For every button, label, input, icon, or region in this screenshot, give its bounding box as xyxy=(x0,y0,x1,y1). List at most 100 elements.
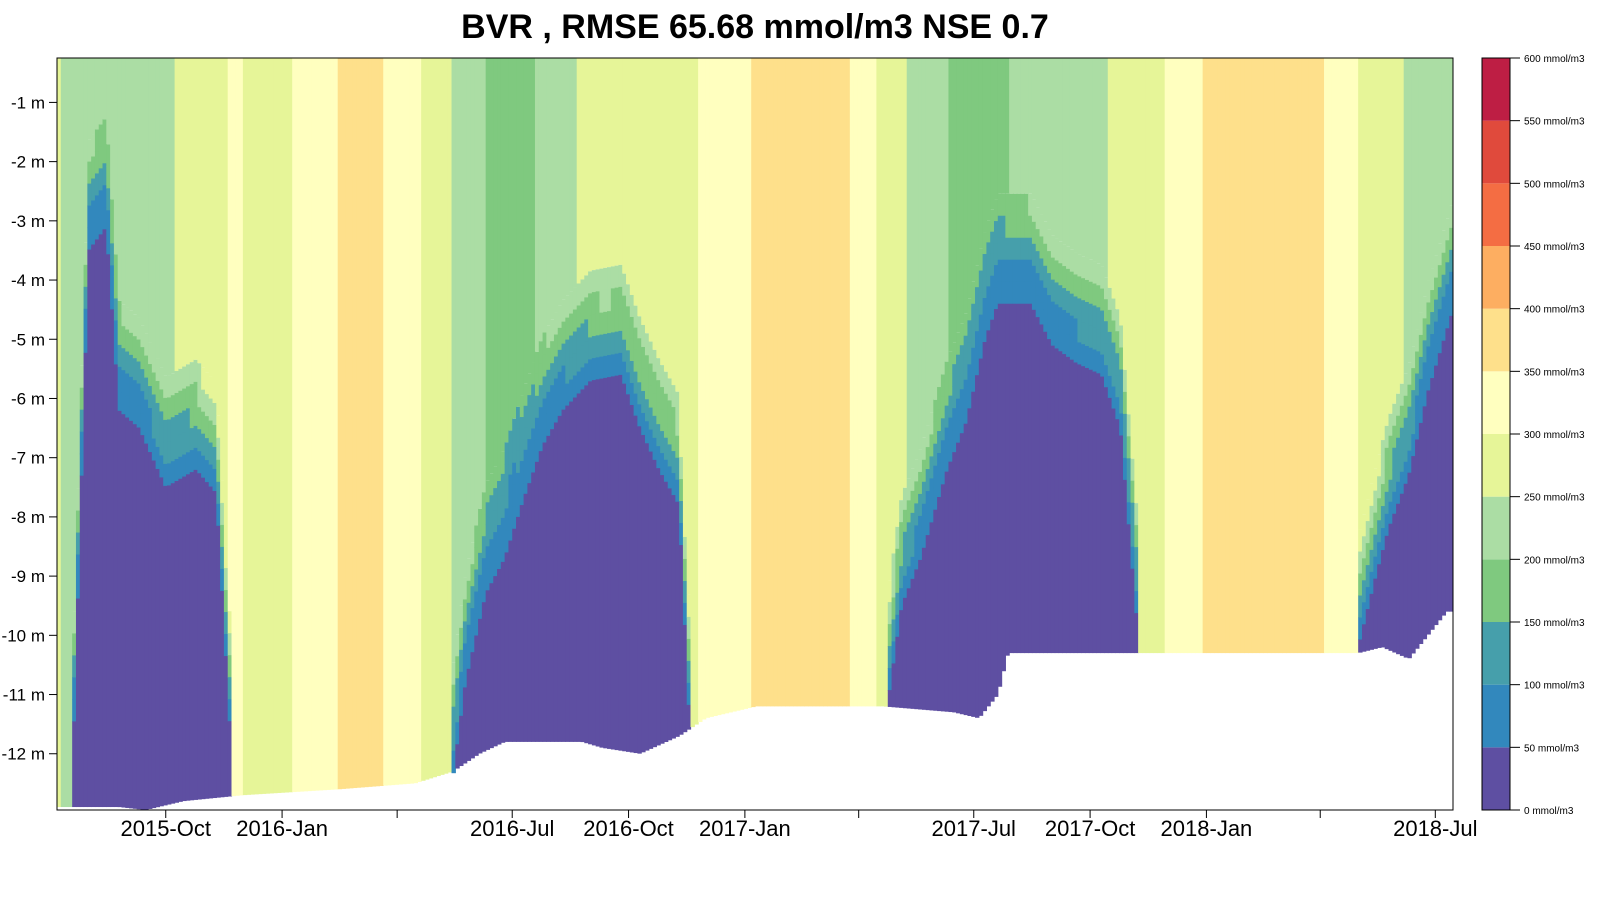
heatmap-column xyxy=(648,58,654,749)
heatmap-column xyxy=(129,58,134,809)
heatmap-column xyxy=(534,58,540,742)
heatmap-column xyxy=(633,58,639,754)
heatmap-column xyxy=(956,58,961,714)
heatmap-column xyxy=(967,58,972,716)
heatmap-column xyxy=(599,58,604,748)
heatmap-column xyxy=(1058,58,1063,654)
heatmap-column xyxy=(1399,58,1405,656)
heatmap-column xyxy=(948,58,953,713)
heatmap-column xyxy=(1012,58,1018,654)
heatmap-column xyxy=(971,58,976,717)
heatmap-column xyxy=(781,58,786,707)
heatmap-column xyxy=(91,58,96,808)
heatmap-column xyxy=(140,58,145,810)
heatmap-column xyxy=(383,58,388,786)
heatmap-column xyxy=(603,58,608,749)
heatmap-column xyxy=(1324,58,1329,654)
heatmap-column xyxy=(1039,58,1044,654)
heatmap-column xyxy=(610,58,616,750)
heatmap-column xyxy=(462,58,468,764)
heatmap-column xyxy=(1164,58,1170,654)
legend-label: 0 mmol/m3 xyxy=(1524,806,1574,817)
heatmap-column xyxy=(189,58,195,801)
heatmap-column xyxy=(102,58,107,808)
heatmap-column xyxy=(254,58,259,795)
legend-label: 500 mmol/m3 xyxy=(1524,179,1585,190)
heatmap-column xyxy=(1066,58,1071,654)
heatmap-column xyxy=(1248,58,1253,654)
heatmap-column xyxy=(755,58,760,707)
heatmap-column xyxy=(751,58,756,708)
heatmap-column xyxy=(1081,58,1086,654)
heatmap-column xyxy=(580,58,585,743)
legend-label: 50 mmol/m3 xyxy=(1524,743,1579,754)
legend-label: 550 mmol/m3 xyxy=(1524,117,1585,128)
heatmap-column xyxy=(1388,58,1393,651)
heatmap-column xyxy=(770,58,775,707)
y-tick-label: -6 m xyxy=(11,389,45,408)
heatmap-column xyxy=(231,58,236,797)
heatmap-column xyxy=(212,58,217,799)
heatmap-column xyxy=(1202,58,1208,654)
heatmap-column xyxy=(1069,58,1075,654)
heatmap-column xyxy=(842,58,847,707)
heatmap-column xyxy=(527,58,532,742)
heatmap-column xyxy=(428,58,434,779)
heatmap-area xyxy=(57,58,1453,810)
heatmap-column xyxy=(1358,58,1363,653)
heatmap-column xyxy=(106,58,111,808)
heatmap-column xyxy=(1286,58,1291,654)
heatmap-column xyxy=(1100,58,1105,654)
heatmap-column xyxy=(174,58,179,803)
heatmap-column xyxy=(1327,58,1333,654)
heatmap-column xyxy=(98,58,104,808)
heatmap-column xyxy=(239,58,244,796)
heatmap-column xyxy=(1305,58,1310,654)
heatmap-column xyxy=(182,58,187,802)
heatmap-column xyxy=(937,58,942,712)
heatmap-column xyxy=(288,58,293,793)
heatmap-column xyxy=(512,58,517,742)
heatmap-column xyxy=(1031,58,1037,654)
heatmap-column xyxy=(1229,58,1234,654)
heatmap-column xyxy=(1138,58,1143,654)
heatmap-column xyxy=(489,58,494,749)
heatmap-column xyxy=(656,58,661,746)
x-axis: 2015-Oct 2016-Jan 2016-Jul 2016-Oct 2017-Jan… xyxy=(120,810,1477,841)
heatmap-column xyxy=(914,58,919,710)
y-tick-label: -2 m xyxy=(11,153,45,172)
heatmap-column xyxy=(531,58,536,742)
heatmap-column xyxy=(1077,58,1082,654)
x-tick-label: 2018-Jul xyxy=(1393,816,1477,841)
heatmap-column xyxy=(1396,58,1401,655)
heatmap-column xyxy=(1016,58,1022,654)
heatmap-column xyxy=(277,58,282,793)
heatmap-column xyxy=(1392,58,1397,653)
heatmap-column xyxy=(675,58,680,737)
heatmap-column xyxy=(686,58,692,730)
heatmap-column xyxy=(880,58,885,707)
heatmap-column xyxy=(1085,58,1090,654)
heatmap-column xyxy=(804,58,809,707)
color-legend: 0 mmol/m3 50 mmol/m3 100 mmol/m3 150 mmol/m… xyxy=(1481,54,1585,817)
legend-swatch xyxy=(1482,58,1510,121)
heatmap-column xyxy=(1346,58,1352,654)
heatmap-column xyxy=(1183,58,1189,654)
legend-swatch xyxy=(1482,120,1510,184)
heatmap-column xyxy=(732,58,737,712)
heatmap-column xyxy=(1342,58,1348,654)
heatmap-column xyxy=(736,58,741,711)
heatmap-column xyxy=(148,58,153,809)
heatmap-column xyxy=(766,58,771,707)
x-tick-label: 2017-Oct xyxy=(1045,816,1136,841)
heatmap-column xyxy=(618,58,623,751)
heatmap-column xyxy=(1339,58,1344,654)
heatmap-column xyxy=(451,58,456,774)
heatmap-column xyxy=(997,58,1003,687)
heatmap-column xyxy=(447,58,453,773)
legend-label: 100 mmol/m3 xyxy=(1524,681,1585,692)
heatmap-column xyxy=(758,58,764,707)
heatmap-column xyxy=(220,58,225,798)
heatmap-column xyxy=(576,58,582,742)
